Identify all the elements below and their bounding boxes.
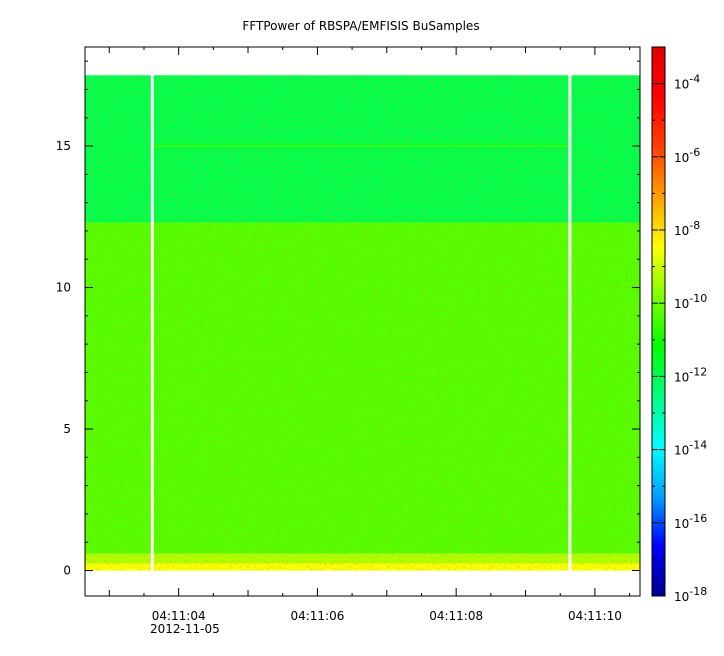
data-gaps [150, 47, 572, 596]
y-axis: 0 5 10 15 [56, 60, 640, 578]
colorbar-tick-label: 10-12 [674, 365, 707, 384]
y-tick-label: 10 [56, 281, 71, 295]
colorbar [651, 46, 666, 597]
colorbar-tick-label: 10-16 [674, 512, 707, 531]
colorbar-tick-label: 10-8 [674, 219, 700, 238]
x-tick-label: 04:11:06 [290, 609, 344, 623]
plot-area [85, 47, 640, 596]
colorbar-tick-label: 10-4 [674, 73, 700, 92]
colorbar-tick-label: 10-18 [674, 585, 707, 604]
chart-title: FFTPower of RBSPA/EMFISIS BuSamples [242, 19, 479, 33]
x-tick-label: 04:11:08 [429, 609, 483, 623]
y-tick-label: 15 [56, 139, 71, 153]
x-axis: 04:11:04 04:11:06 04:11:08 04:11:10 [108, 47, 631, 623]
x-tick-label: 04:11:10 [568, 609, 622, 623]
data-gap-0 [150, 47, 154, 596]
colorbar-tick-label: 10-10 [674, 292, 707, 311]
y-tick-label: 0 [63, 564, 71, 578]
data-gap-1 [568, 47, 572, 596]
spectrogram-noise-texture [85, 75, 640, 571]
x-tick-label: 04:11:04 [152, 609, 206, 623]
plot-frame [84, 46, 641, 597]
colorbar-axis: 10-4 10-6 10-8 10-10 10-12 10-14 10-16 10-18 [652, 46, 707, 604]
y-tick-label: 5 [63, 422, 71, 436]
colorbar-tick-label: 10-14 [674, 439, 707, 458]
x-axis-date-label: 2012-11-05 [150, 622, 220, 636]
colorbar-tick-label: 10-6 [674, 146, 700, 165]
